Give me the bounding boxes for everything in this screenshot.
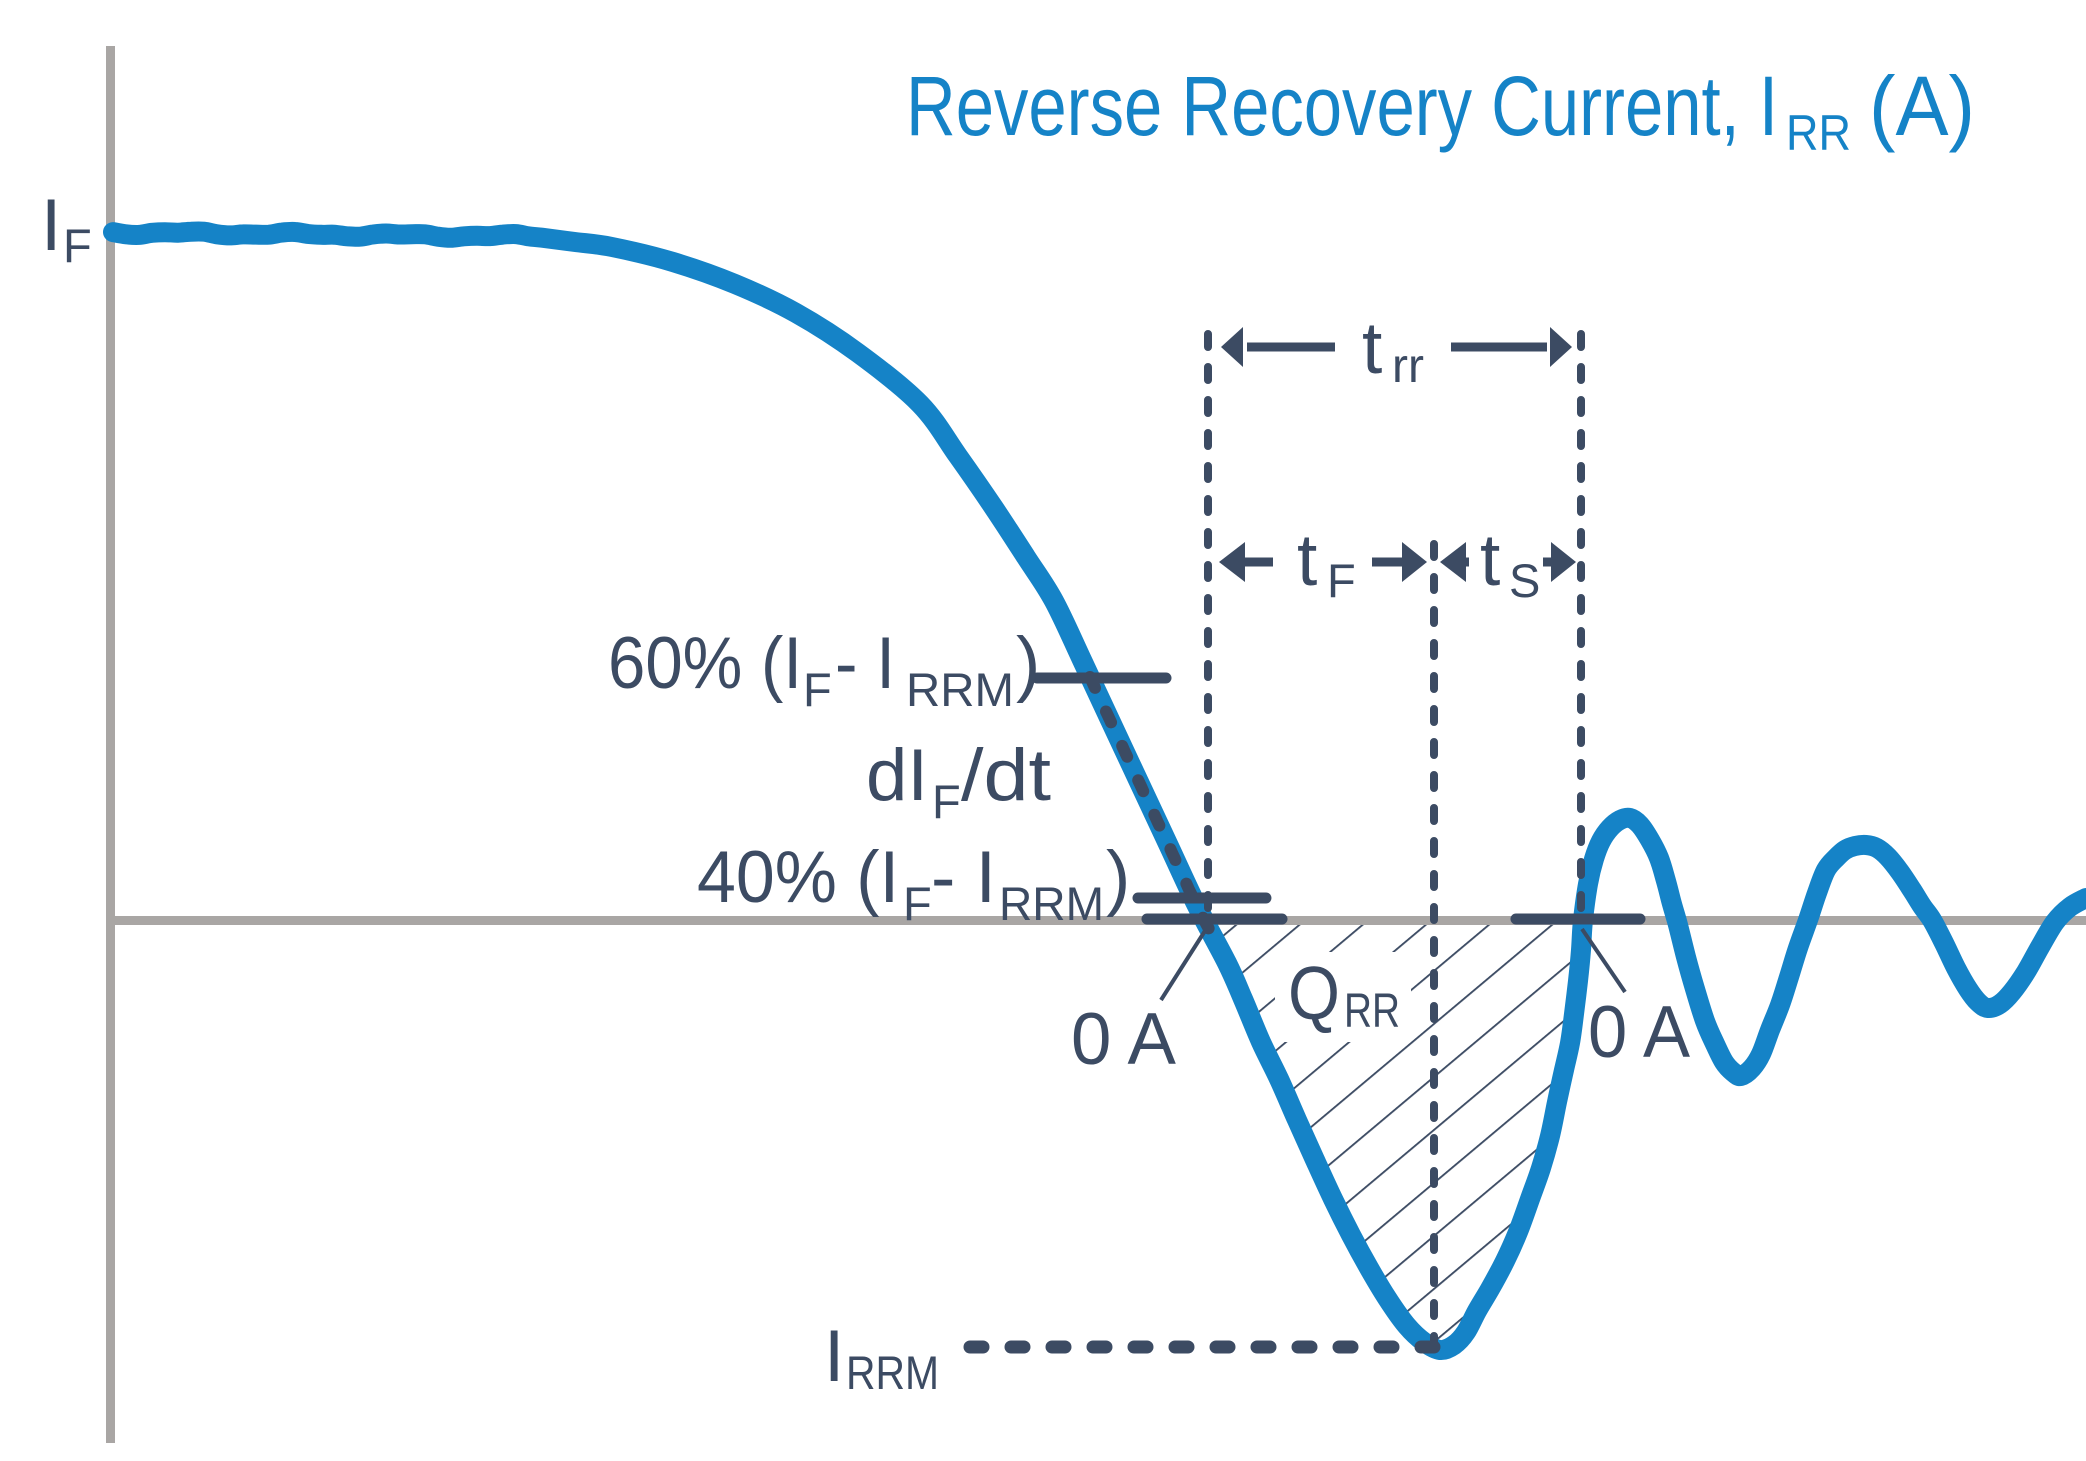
svg-text:RR: RR [1344, 985, 1400, 1038]
svg-text:RRM: RRM [906, 663, 1014, 716]
svg-text:0 A: 0 A [1071, 999, 1176, 1080]
svg-text:Q: Q [1288, 951, 1340, 1035]
svg-text:t: t [1297, 520, 1317, 601]
svg-text:F: F [1327, 554, 1356, 607]
svg-text:F: F [63, 219, 92, 272]
svg-text:- I: - I [931, 837, 996, 918]
svg-text:dI: dI [866, 735, 928, 816]
svg-text:I: I [824, 1316, 844, 1397]
svg-text:(A): (A) [1869, 59, 1975, 153]
svg-text:I: I [41, 185, 61, 266]
svg-text:F: F [932, 775, 961, 828]
svg-text:RRM: RRM [846, 1346, 939, 1399]
svg-text:t: t [1480, 520, 1500, 601]
svg-text:S: S [1509, 554, 1540, 607]
svg-text:/dt: /dt [961, 735, 1051, 816]
svg-text:): ) [1016, 623, 1040, 704]
svg-text:- I: - I [835, 623, 895, 704]
svg-text:rr: rr [1392, 340, 1424, 393]
svg-text:40% (I: 40% (I [697, 837, 899, 918]
svg-text:60% (I: 60% (I [608, 623, 802, 704]
svg-text:Reverse Recovery Current, I: Reverse Recovery Current, I [906, 59, 1778, 153]
svg-text:): ) [1106, 837, 1130, 918]
svg-text:RR: RR [1786, 105, 1851, 161]
svg-text:F: F [903, 877, 932, 930]
svg-text:t: t [1362, 308, 1382, 389]
svg-text:0 A: 0 A [1588, 992, 1690, 1073]
svg-text:F: F [803, 663, 832, 716]
svg-text:RRM: RRM [999, 877, 1104, 930]
